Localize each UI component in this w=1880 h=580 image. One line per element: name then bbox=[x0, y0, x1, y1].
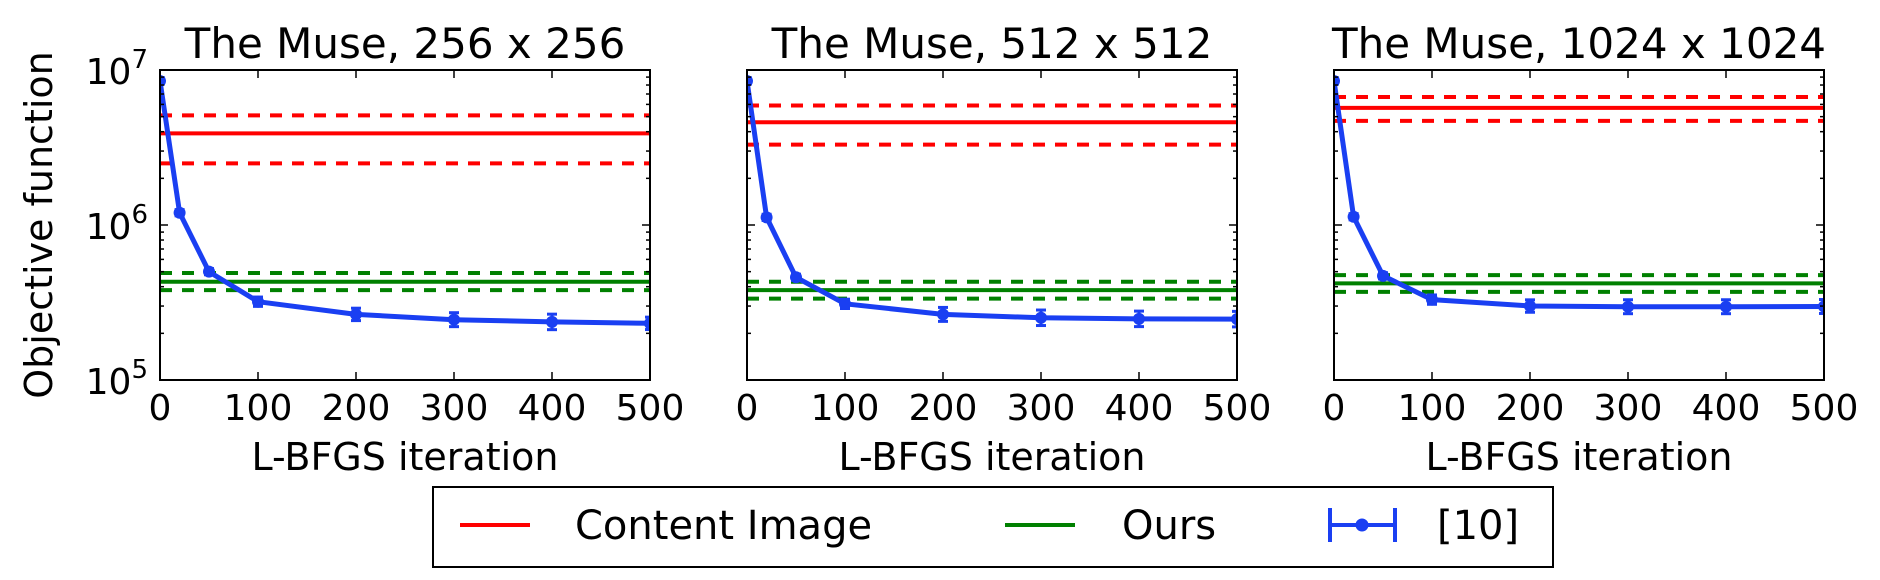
plot-data bbox=[747, 74, 1237, 329]
legend-swatch-10-marker bbox=[1355, 518, 1369, 532]
chart-panel-2: 0 100 200 300 400 500 The Muse, 512 x 512 L-BFG… bbox=[736, 19, 1272, 479]
x-tick-label: 300 bbox=[420, 388, 489, 429]
x-tick-label: 0 bbox=[149, 388, 172, 429]
series-10-line bbox=[1334, 80, 1824, 310]
series-10-point bbox=[937, 308, 949, 321]
x-tick-label: 200 bbox=[909, 388, 978, 429]
y-tick-label-base: 10 bbox=[86, 207, 132, 248]
chart-title: The Muse, 512 x 512 bbox=[771, 19, 1213, 68]
x-tick-label: 0 bbox=[1323, 388, 1346, 429]
series-10-point bbox=[1524, 300, 1536, 313]
series-10-point bbox=[1720, 300, 1732, 313]
series-10-point bbox=[1377, 269, 1389, 282]
series-10-point bbox=[546, 315, 558, 328]
series-10-line bbox=[160, 80, 650, 326]
legend: Content Image Ours [10] bbox=[432, 486, 1554, 568]
x-tick-label: 500 bbox=[616, 388, 685, 429]
x-tick-label: 200 bbox=[1496, 388, 1565, 429]
plot-data bbox=[1334, 74, 1824, 316]
x-tick-label: 0 bbox=[736, 388, 759, 429]
series-10-point bbox=[760, 211, 773, 224]
x-tick-label: 100 bbox=[224, 388, 293, 429]
plot-area bbox=[747, 70, 1237, 380]
plot-area bbox=[160, 70, 650, 380]
y-tick-label: 106 bbox=[86, 200, 148, 248]
series-10-point bbox=[790, 271, 802, 284]
x-tick-label: 400 bbox=[518, 388, 587, 429]
x-tick-label: 200 bbox=[322, 388, 391, 429]
series-10-point bbox=[1035, 311, 1047, 324]
y-tick-label-base: 10 bbox=[86, 362, 132, 403]
y-tick-label-exponent: 6 bbox=[131, 200, 148, 230]
series-10-point bbox=[644, 317, 650, 330]
x-tick-label: 400 bbox=[1105, 388, 1174, 429]
series-10-line bbox=[747, 80, 1237, 322]
x-tick-label: 300 bbox=[1594, 388, 1663, 429]
series-10-point bbox=[252, 295, 264, 308]
x-tick-label: 500 bbox=[1790, 388, 1859, 429]
y-tick-label: 105 bbox=[86, 355, 148, 403]
x-tick-label: 500 bbox=[1203, 388, 1272, 429]
x-axis-label: L-BFGS iteration bbox=[1426, 435, 1733, 479]
series-10-point bbox=[1426, 293, 1438, 306]
series-10-point bbox=[160, 74, 166, 87]
series-10-point bbox=[203, 265, 215, 278]
series-10-point bbox=[350, 308, 362, 321]
y-tick-label-exponent: 7 bbox=[131, 45, 148, 75]
series-10-point bbox=[1622, 300, 1634, 313]
y-axis-label: Objective function bbox=[17, 51, 61, 399]
x-tick-label: 100 bbox=[1398, 388, 1467, 429]
series-10-point bbox=[448, 313, 460, 326]
series-10-point bbox=[839, 297, 851, 310]
chart-title: The Muse, 1024 x 1024 bbox=[1331, 19, 1826, 68]
legend-label-10: [10] bbox=[1437, 503, 1519, 549]
y-tick-label: 107 bbox=[86, 45, 148, 93]
x-tick-label: 300 bbox=[1007, 388, 1076, 429]
x-axis-label: L-BFGS iteration bbox=[839, 435, 1146, 479]
plot-data bbox=[160, 74, 650, 332]
series-10-point bbox=[1133, 312, 1145, 325]
legend-label-ours: Ours bbox=[1122, 503, 1216, 549]
chart-panel-3: 0 100 200 300 400 500 The Muse, 1024 x 1024 L-B… bbox=[1323, 19, 1859, 479]
legend-swatch-10 bbox=[1328, 508, 1397, 542]
x-tick-label: 100 bbox=[811, 388, 880, 429]
series-10-point bbox=[747, 74, 753, 87]
y-tick-label-exponent: 5 bbox=[131, 355, 148, 385]
x-axis-label: L-BFGS iteration bbox=[252, 435, 559, 479]
series-10-point bbox=[173, 206, 186, 219]
legend-label-content-image: Content Image bbox=[575, 503, 872, 549]
series-10-point bbox=[1231, 313, 1237, 326]
x-tick-label: 400 bbox=[1692, 388, 1761, 429]
plot-area bbox=[1334, 70, 1824, 380]
series-10-point bbox=[1334, 74, 1340, 87]
y-tick-label-base: 10 bbox=[86, 52, 132, 93]
chart-title: The Muse, 256 x 256 bbox=[184, 19, 626, 68]
series-10-point bbox=[1347, 210, 1360, 223]
